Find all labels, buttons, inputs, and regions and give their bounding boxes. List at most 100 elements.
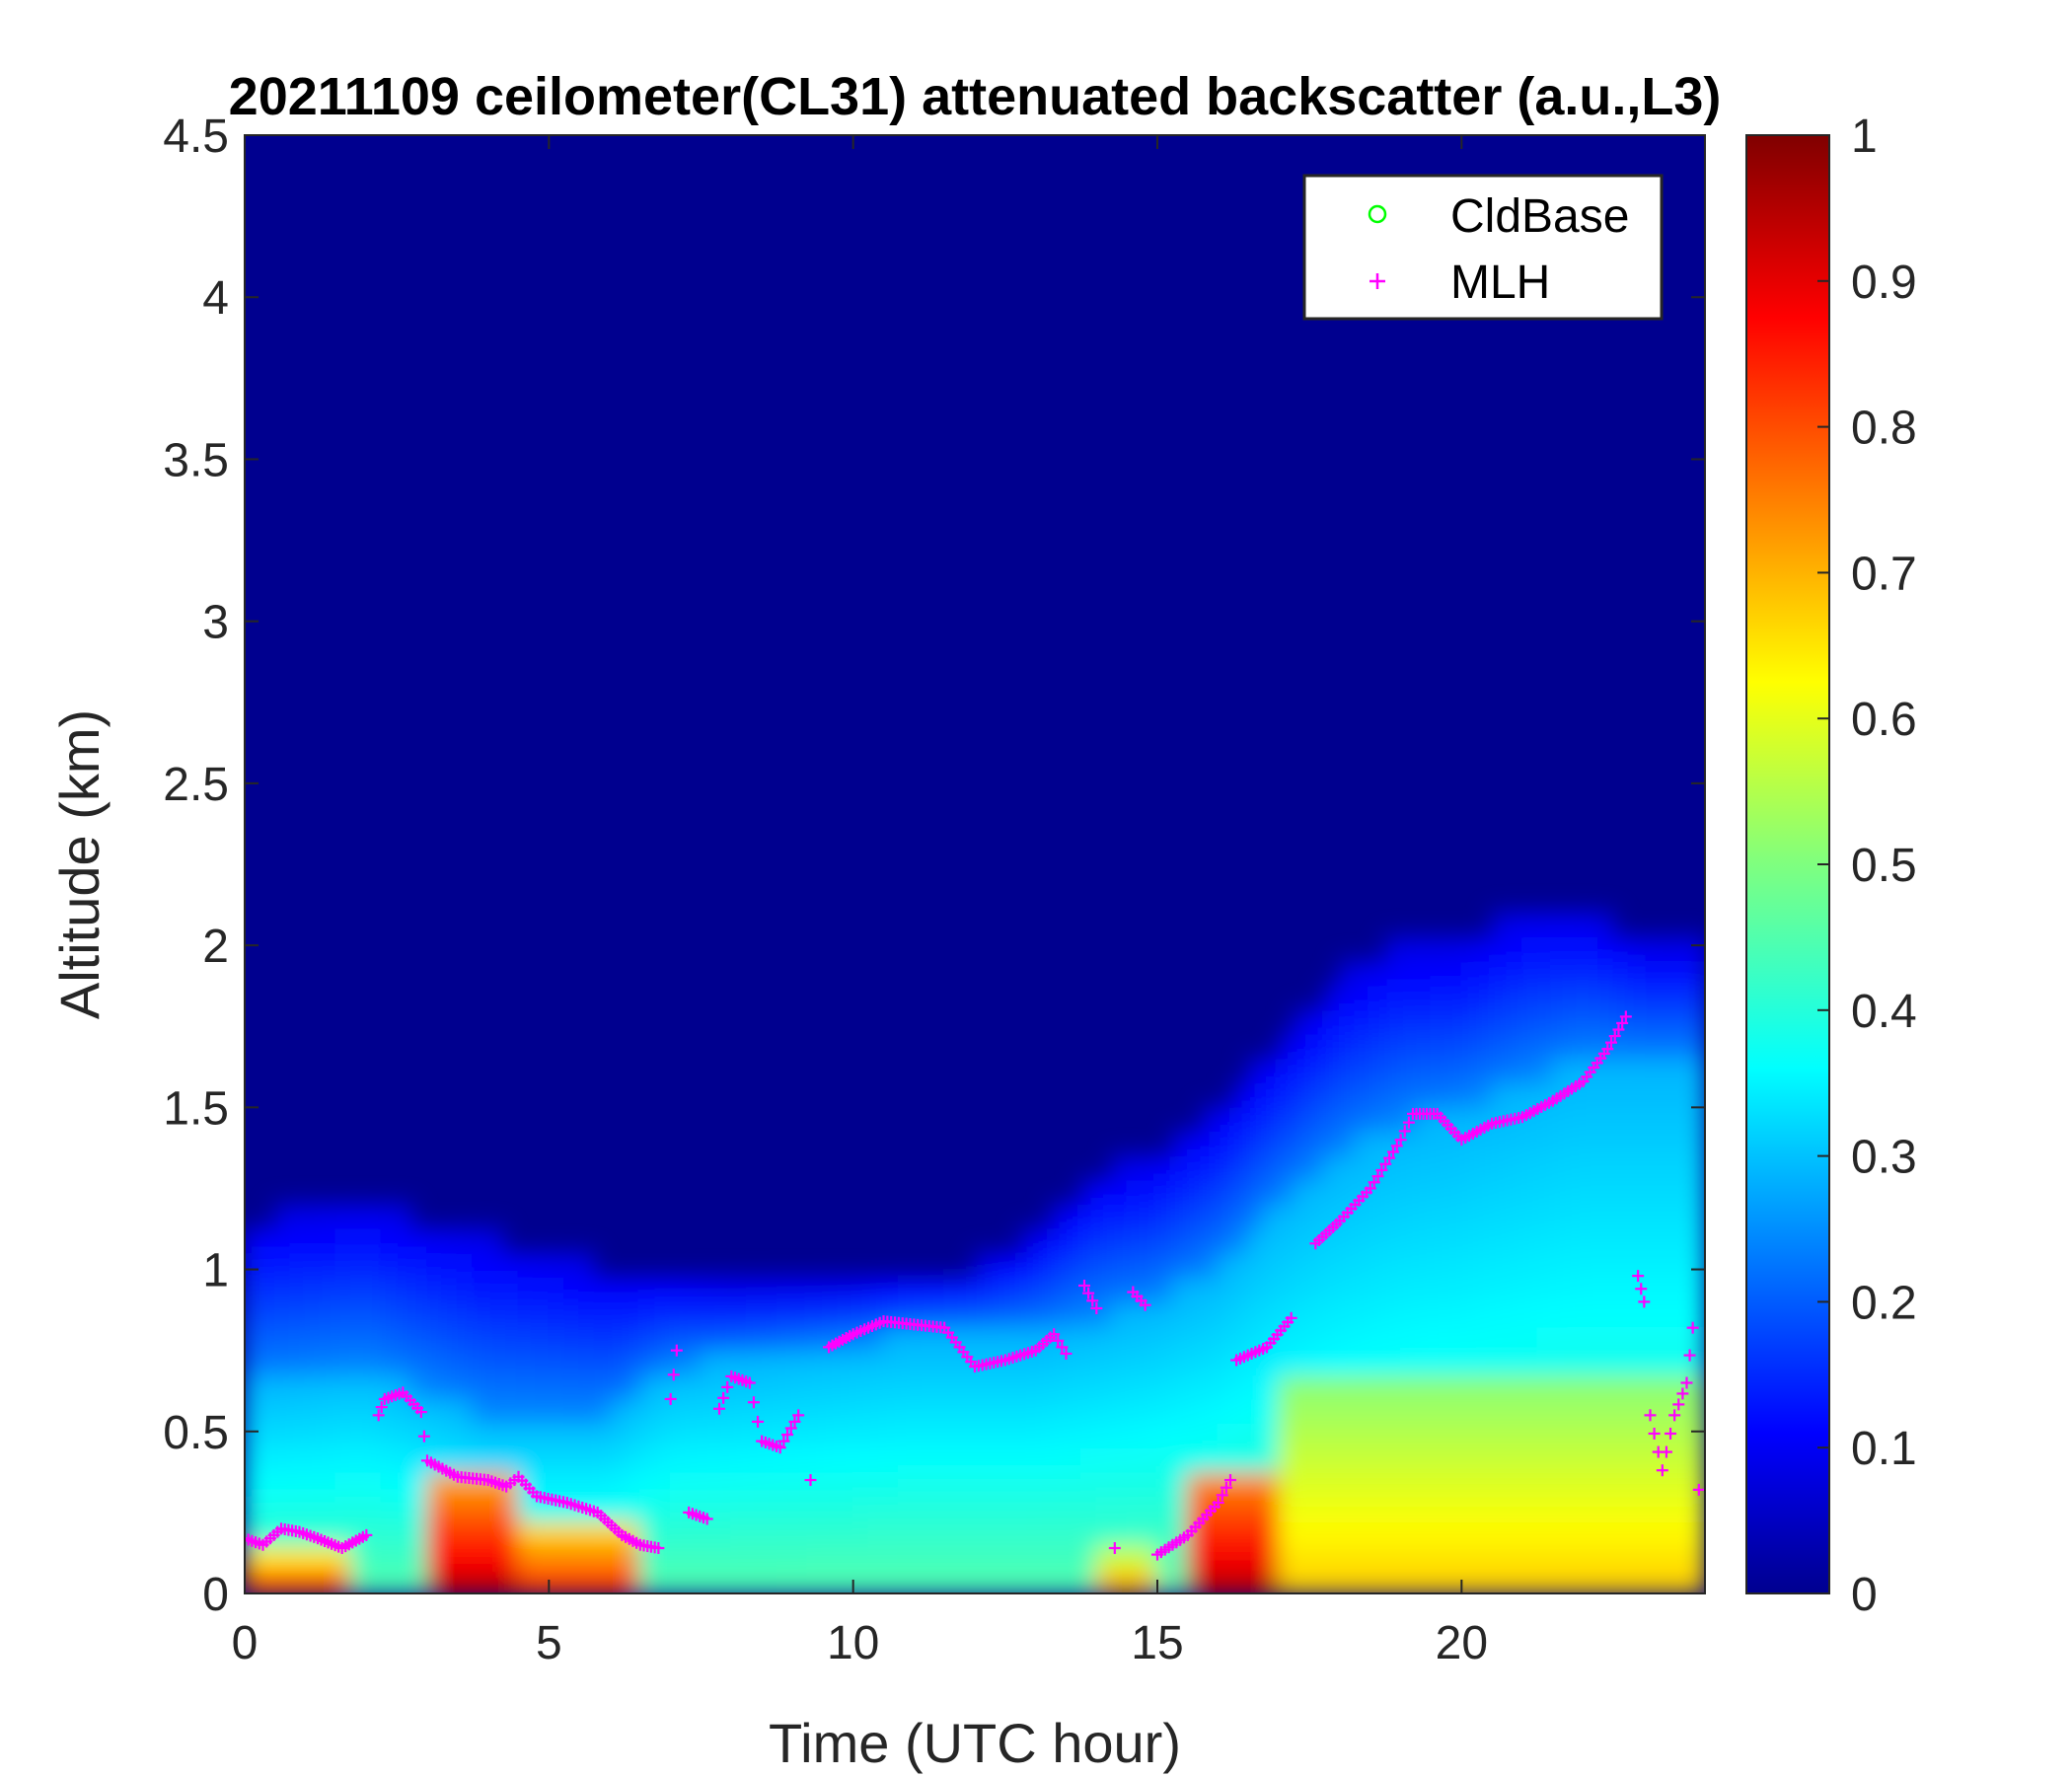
heatmap-cell	[1430, 1519, 1447, 1546]
heatmap-cell	[745, 1446, 764, 1473]
heatmap-cell	[624, 1373, 641, 1400]
heatmap-cell	[456, 1568, 475, 1593]
heatmap-cell	[1399, 935, 1418, 963]
heatmap-cell	[958, 1568, 976, 1593]
heatmap-cell	[517, 1276, 535, 1303]
heatmap-cell	[1460, 1373, 1478, 1400]
heatmap-cell	[1582, 1470, 1600, 1498]
heatmap-cell	[1247, 1373, 1265, 1400]
heatmap-cell	[1354, 1106, 1371, 1133]
heatmap-cell	[1278, 1154, 1295, 1182]
heatmap-cell	[1430, 1495, 1447, 1522]
heatmap-cell	[669, 1300, 688, 1328]
heatmap-cell	[486, 1397, 505, 1425]
heatmap-cell	[273, 1349, 292, 1376]
heatmap-cell	[1095, 1568, 1113, 1593]
colorbar-tick-label: 0.8	[1851, 403, 1917, 455]
heatmap-cell	[1384, 1106, 1402, 1133]
heatmap-cell	[1612, 1130, 1630, 1157]
heatmap-cell	[867, 1495, 885, 1522]
heatmap-cell	[1444, 1373, 1463, 1400]
heatmap-cell	[1567, 1543, 1585, 1571]
heatmap-cell	[654, 1276, 672, 1303]
heatmap-cell	[517, 1325, 535, 1352]
heatmap-cell	[1262, 1179, 1281, 1206]
heatmap-cell	[776, 1397, 793, 1425]
heatmap-cell	[1612, 1519, 1630, 1546]
heatmap-cell	[867, 1470, 885, 1498]
mlh-point	[1375, 1163, 1388, 1176]
heatmap-cell	[1612, 1397, 1630, 1425]
heatmap-cell	[1415, 1130, 1433, 1157]
heatmap-cell	[1202, 1276, 1220, 1303]
mlh-point	[1056, 1341, 1069, 1354]
heatmap-cell	[245, 1276, 261, 1303]
heatmap-cell	[1506, 1276, 1523, 1303]
heatmap-cell	[867, 1519, 885, 1546]
heatmap-cell	[1369, 1276, 1387, 1303]
heatmap-cell	[1034, 1495, 1053, 1522]
y-tick-label: 1	[202, 1245, 229, 1297]
heatmap-cell	[1217, 1227, 1235, 1255]
heatmap-cell	[1673, 1568, 1691, 1593]
heatmap-cell	[1521, 1325, 1539, 1352]
heatmap-cell	[714, 1446, 733, 1473]
heatmap-cell	[1460, 1252, 1478, 1279]
heatmap-cell	[1186, 1422, 1205, 1449]
heatmap-cell	[334, 1325, 352, 1352]
heatmap-cell	[472, 1519, 489, 1546]
heatmap-cell	[1171, 1397, 1189, 1425]
heatmap-cell	[593, 1446, 611, 1473]
heatmap-cell	[1612, 1325, 1630, 1352]
heatmap-cell	[867, 1543, 885, 1571]
heatmap-cell	[1415, 1519, 1433, 1546]
heatmap-cell	[1521, 1130, 1539, 1157]
heatmap-cell	[700, 1300, 717, 1328]
heatmap-cell	[1262, 1397, 1281, 1425]
heatmap-cell	[1506, 1519, 1523, 1546]
heatmap-cell	[1673, 1325, 1691, 1352]
heatmap-cell	[1567, 960, 1585, 988]
heatmap-cell	[761, 1568, 778, 1593]
heatmap-cell	[1688, 1422, 1705, 1449]
heatmap-cell	[1369, 1349, 1387, 1376]
heatmap-cell	[1293, 1276, 1311, 1303]
heatmap-cell	[669, 1543, 688, 1571]
heatmap-cell	[745, 1422, 764, 1449]
heatmap-cell	[882, 1470, 900, 1498]
heatmap-cell	[410, 1519, 428, 1546]
heatmap-cell	[851, 1446, 870, 1473]
heatmap-cell	[1186, 1203, 1205, 1230]
heatmap-cell	[624, 1470, 641, 1498]
mlh-point	[717, 1391, 730, 1404]
heatmap-cell	[349, 1276, 368, 1303]
mlh-point	[1692, 1483, 1705, 1496]
heatmap-cell	[867, 1349, 885, 1376]
heatmap-cell	[334, 1227, 352, 1255]
heatmap-cell	[1262, 1106, 1281, 1133]
mlh-point	[1398, 1125, 1411, 1138]
heatmap-cell	[349, 1422, 368, 1449]
heatmap-cell	[1217, 1349, 1235, 1376]
heatmap-cell	[1536, 1033, 1554, 1061]
heatmap-cell	[1003, 1373, 1022, 1400]
mlh-point	[713, 1402, 725, 1415]
heatmap-cell	[1156, 1519, 1174, 1546]
heatmap-cell	[1278, 1446, 1295, 1473]
heatmap-cell	[1491, 1130, 1509, 1157]
heatmap-cell	[1475, 1058, 1494, 1084]
heatmap-cell	[624, 1568, 641, 1593]
heatmap-cell	[1019, 1446, 1037, 1473]
heatmap-cell	[396, 1543, 413, 1571]
heatmap-cell	[943, 1373, 961, 1400]
heatmap-cell	[1202, 1227, 1220, 1255]
heatmap-cell	[578, 1397, 596, 1425]
heatmap-cell	[1354, 1300, 1371, 1328]
heatmap-cell	[1156, 1422, 1174, 1449]
heatmap-cell	[1354, 960, 1371, 988]
heatmap-cell	[396, 1252, 413, 1279]
heatmap-cell	[1673, 960, 1691, 988]
heatmap-cell	[1384, 1058, 1402, 1084]
heatmap-cell	[349, 1397, 368, 1425]
heatmap-cell	[791, 1495, 809, 1522]
